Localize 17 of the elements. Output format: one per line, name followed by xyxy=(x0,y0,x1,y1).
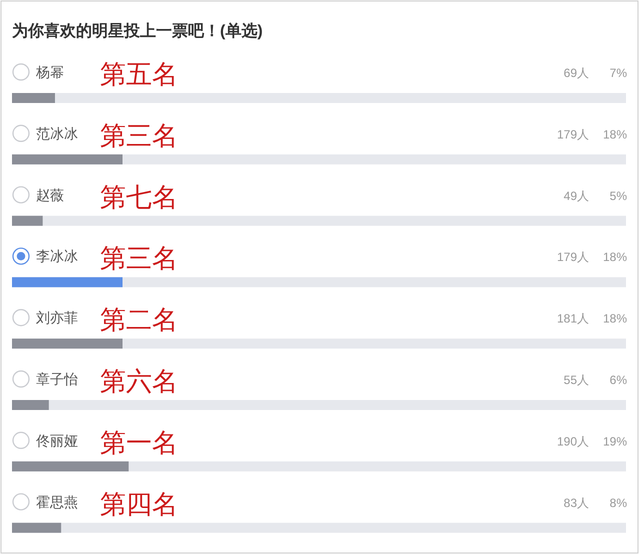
y-tick-label: 范冰冰 xyxy=(36,125,78,142)
y-tick-label: 刘亦菲 xyxy=(36,310,78,326)
y-tick-label: 杨幂 xyxy=(35,64,64,80)
y-tick-label: 霍思燕 xyxy=(36,494,78,510)
y-tick-label: 章子怡 xyxy=(36,371,78,387)
data-label: 19% xyxy=(602,434,628,448)
data-label: 6% xyxy=(610,373,628,387)
y-tick-label: 佟丽娅 xyxy=(35,432,78,448)
data-label: 7% xyxy=(610,66,628,80)
data-label: 18% xyxy=(602,250,628,264)
data-label: 5% xyxy=(610,188,628,203)
data-label: 18% xyxy=(602,127,628,142)
y-tick-label: 赵薇 xyxy=(36,186,64,203)
y-tick-label: 李冰冰 xyxy=(36,248,78,264)
data-label: 8% xyxy=(610,496,628,510)
title: 为你喜欢的明星投上一票吧！(单选) xyxy=(12,23,263,40)
data-label: 18% xyxy=(602,312,628,326)
